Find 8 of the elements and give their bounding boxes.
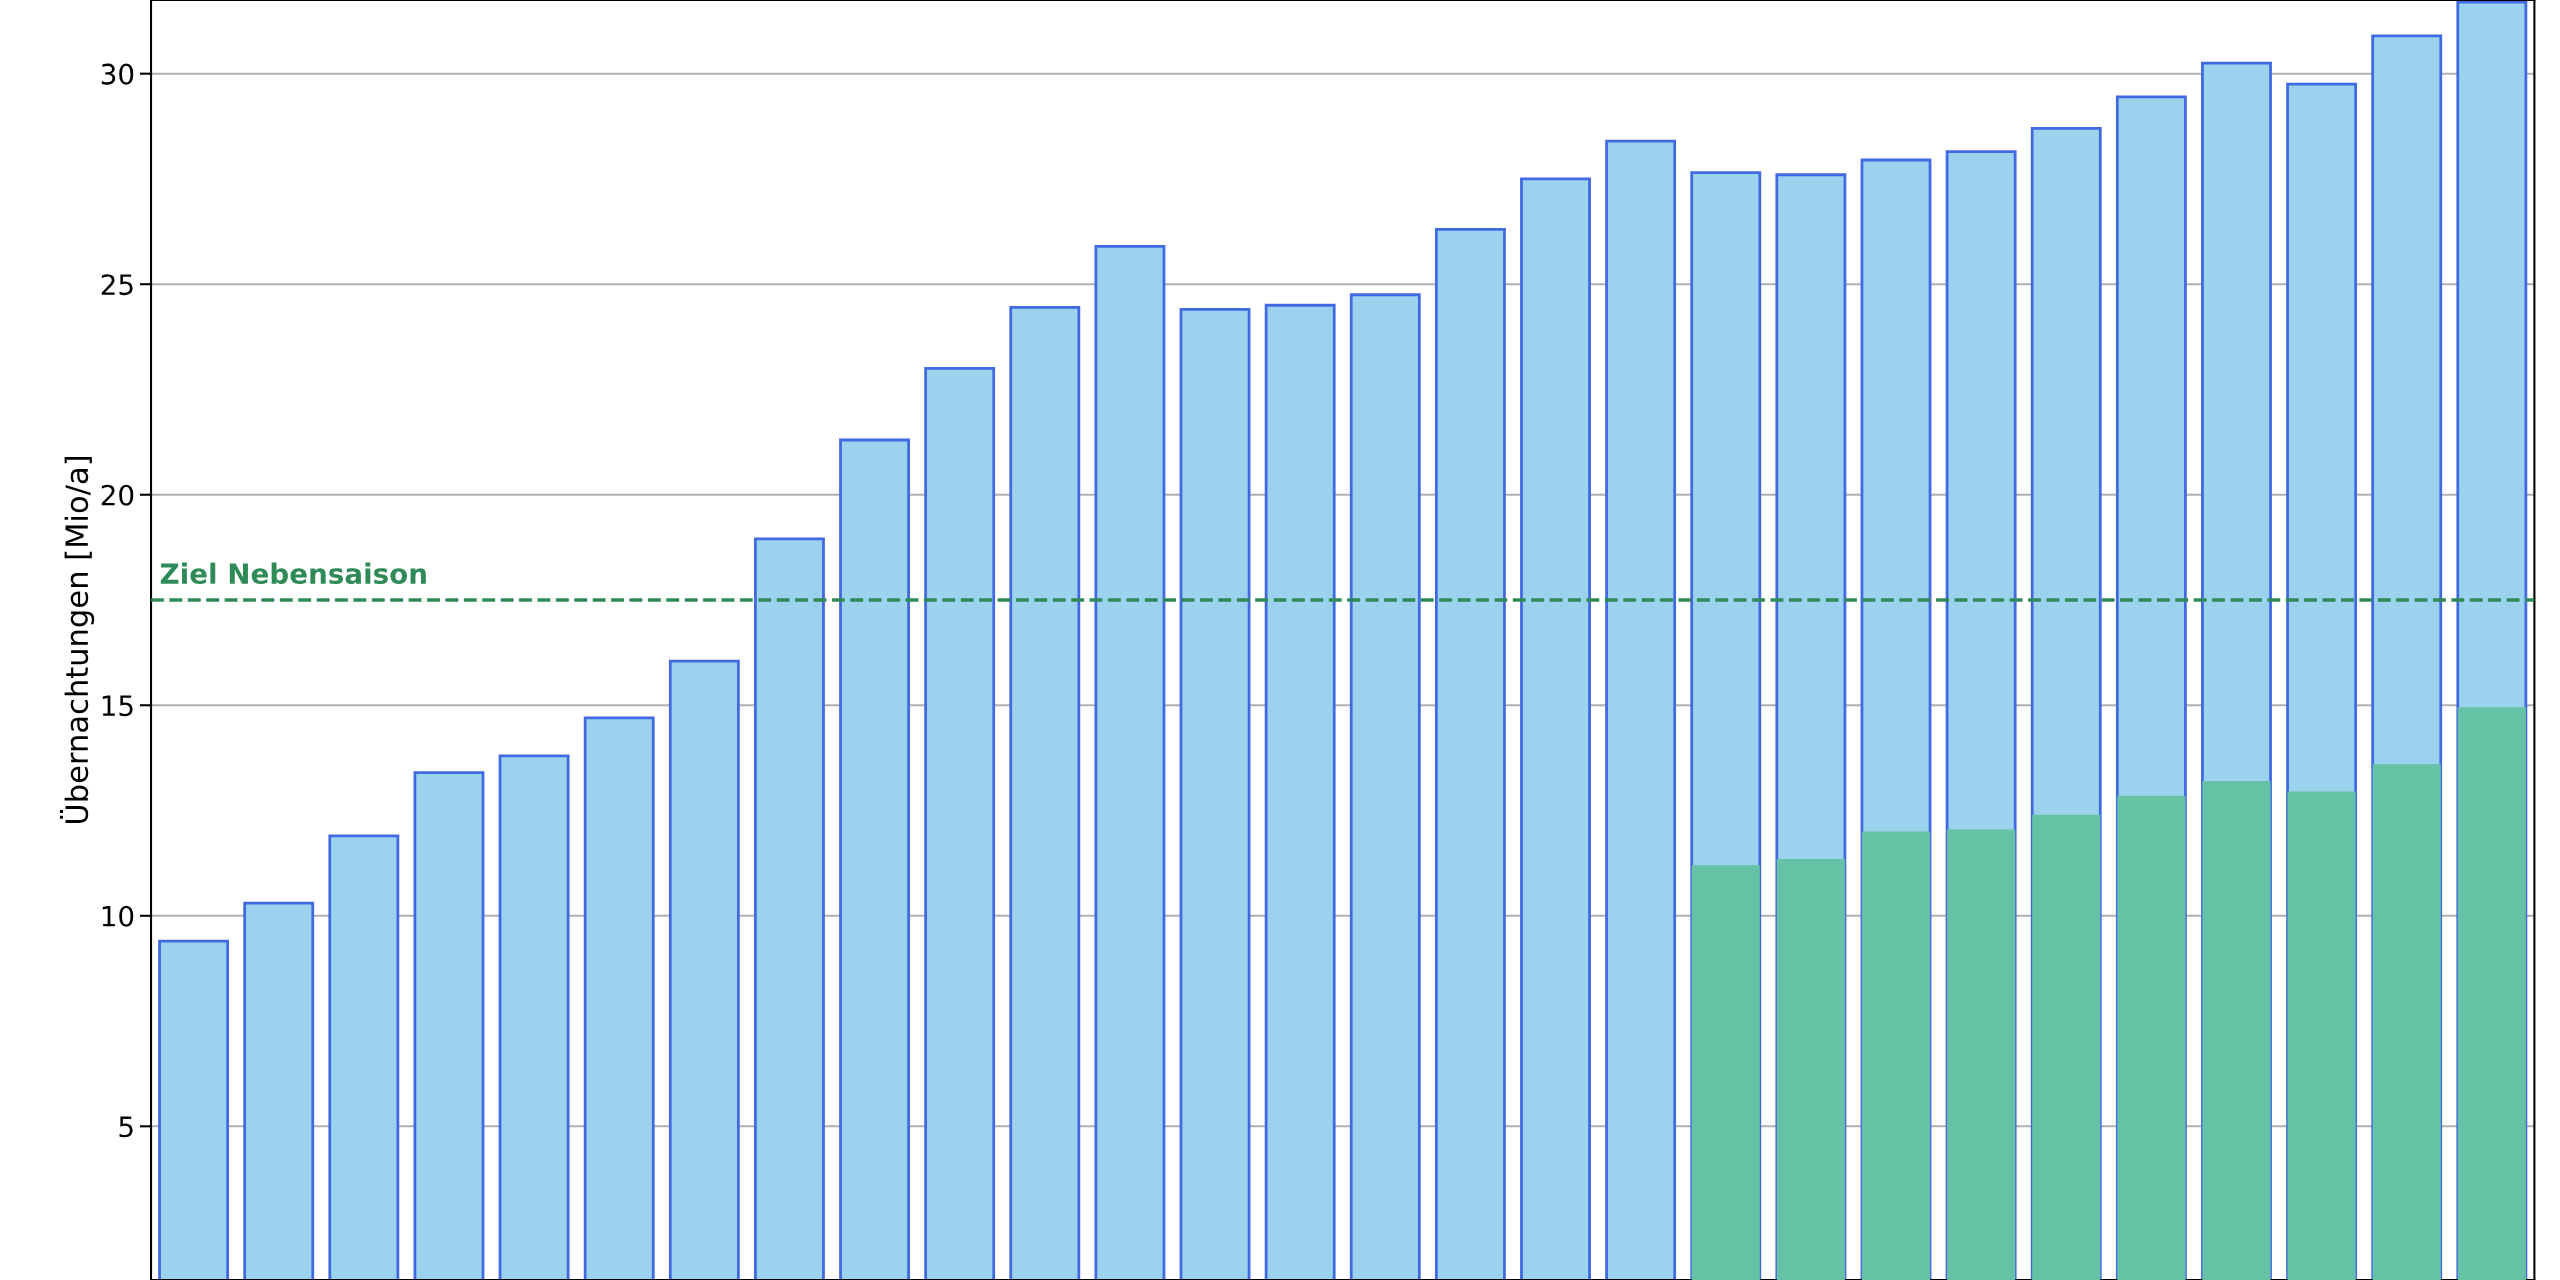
- y-tick-label: 25: [101, 274, 133, 296]
- y-tick-label: 10: [102, 905, 134, 927]
- y-tick-label: 15: [102, 695, 133, 717]
- y-axis-title: Übernachtungen [Mio/a]: [59, 457, 95, 823]
- ref-line-label: Ziel Nebensaison: [160, 562, 426, 585]
- y-tick-label: 30: [101, 63, 134, 85]
- y-tick-label: 5: [119, 1116, 133, 1138]
- y-tick-label: 20: [101, 484, 134, 506]
